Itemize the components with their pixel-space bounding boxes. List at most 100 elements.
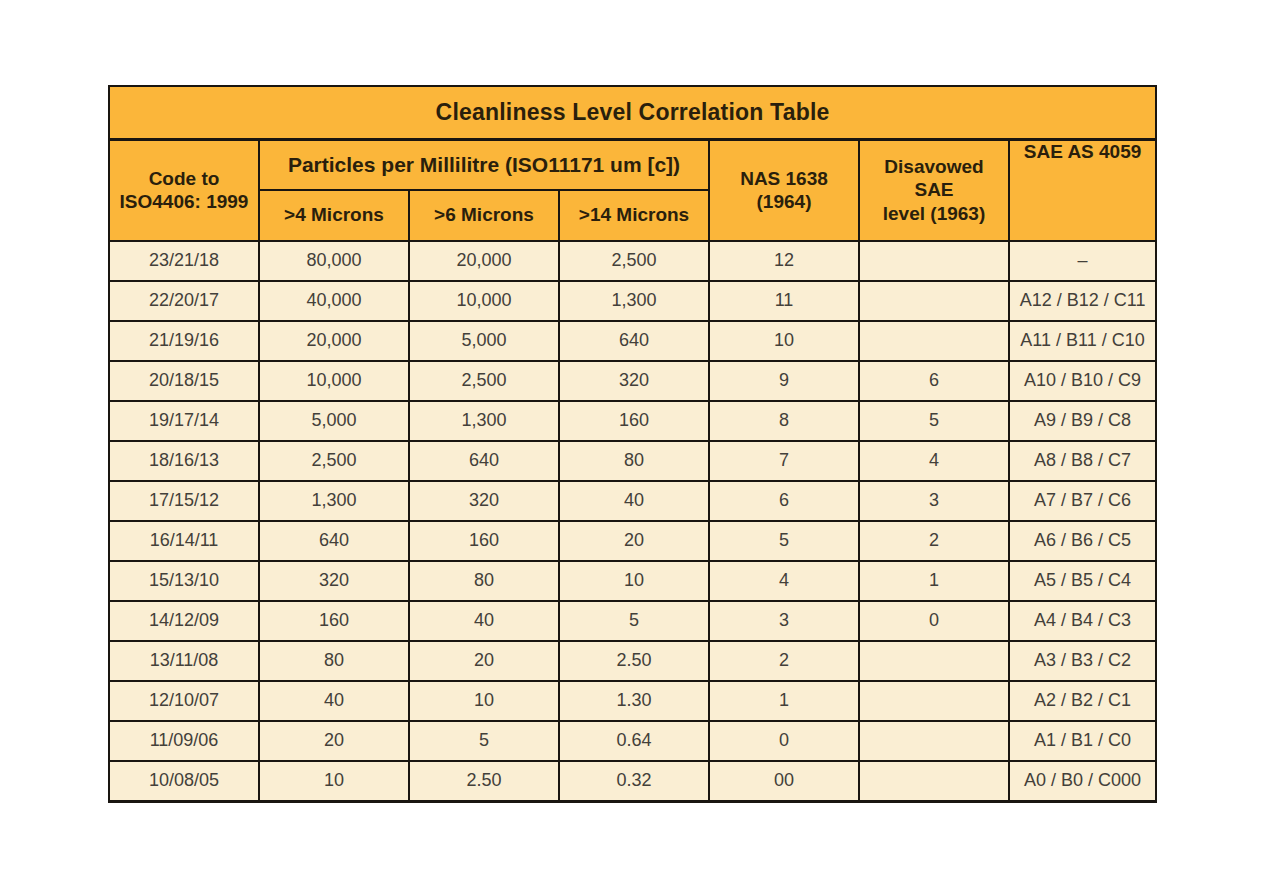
column-header-iso-code: Code to ISO4406: 1999 xyxy=(109,140,259,241)
table-cell: 14/12/09 xyxy=(109,601,259,641)
table-cell: 20 xyxy=(259,721,409,761)
table-cell: 640 xyxy=(559,321,709,361)
table-cell: 12/10/07 xyxy=(109,681,259,721)
column-header-6-microns: >6 Microns xyxy=(409,190,559,241)
table-cell: 20/18/15 xyxy=(109,361,259,401)
table-cell: 20,000 xyxy=(259,321,409,361)
table-cell: 10 xyxy=(709,321,859,361)
table-cell: A1 / B1 / C0 xyxy=(1009,721,1156,761)
table-row: 23/21/1880,00020,0002,50012– xyxy=(109,241,1156,281)
table-cell: 2.50 xyxy=(409,761,559,802)
table-cell: 20 xyxy=(559,521,709,561)
table-cell: 10,000 xyxy=(259,361,409,401)
table-cell xyxy=(859,721,1009,761)
table-cell: 0 xyxy=(859,601,1009,641)
table-cell: A2 / B2 / C1 xyxy=(1009,681,1156,721)
column-header-14-microns: >14 Microns xyxy=(559,190,709,241)
table-cell xyxy=(859,681,1009,721)
table-cell: 40 xyxy=(559,481,709,521)
table-cell: 160 xyxy=(259,601,409,641)
table-cell: A4 / B4 / C3 xyxy=(1009,601,1156,641)
table-cell: 3 xyxy=(709,601,859,641)
table-cell: 5,000 xyxy=(409,321,559,361)
table-row: 20/18/1510,0002,50032096A10 / B10 / C9 xyxy=(109,361,1156,401)
table-cell: 16/14/11 xyxy=(109,521,259,561)
table-cell: 18/16/13 xyxy=(109,441,259,481)
table-cell: 10 xyxy=(259,761,409,802)
table-cell: 2 xyxy=(709,641,859,681)
table-cell: 80 xyxy=(259,641,409,681)
table-header: Cleanliness Level Correlation Table Code… xyxy=(109,86,1156,241)
table-cell: 2.50 xyxy=(559,641,709,681)
table-cell: 7 xyxy=(709,441,859,481)
column-header-disavowed-sae-line2: level (1963) xyxy=(864,202,1004,226)
table-cell: 10/08/05 xyxy=(109,761,259,802)
table-row: 12/10/0740101.301A2 / B2 / C1 xyxy=(109,681,1156,721)
table-cell: 320 xyxy=(259,561,409,601)
table-cell: 21/19/16 xyxy=(109,321,259,361)
column-header-iso-code-line2: ISO4406: 1999 xyxy=(114,190,254,214)
table-cell: A12 / B12 / C11 xyxy=(1009,281,1156,321)
table-cell: 80 xyxy=(409,561,559,601)
table-cell: 40 xyxy=(409,601,559,641)
table-cell: A9 / B9 / C8 xyxy=(1009,401,1156,441)
table-container: Cleanliness Level Correlation Table Code… xyxy=(108,85,1155,781)
table-row: 14/12/0916040530A4 / B4 / C3 xyxy=(109,601,1156,641)
table-row: 21/19/1620,0005,00064010 A11 / B11 / C10 xyxy=(109,321,1156,361)
table-cell: 640 xyxy=(409,441,559,481)
table-cell: 80,000 xyxy=(259,241,409,281)
table-cell: 2 xyxy=(859,521,1009,561)
table-cell: 5 xyxy=(559,601,709,641)
table-cell: 8 xyxy=(709,401,859,441)
table-cell xyxy=(859,641,1009,681)
column-header-nas-1638: NAS 1638 (1964) xyxy=(709,140,859,241)
table-cell: 15/13/10 xyxy=(109,561,259,601)
table-cell: 2,500 xyxy=(259,441,409,481)
table-row: 15/13/10320801041A5 / B5 / C4 xyxy=(109,561,1156,601)
page-background: Cleanliness Level Correlation Table Code… xyxy=(0,0,1263,893)
table-cell: 160 xyxy=(409,521,559,561)
table-cell: A7 / B7 / C6 xyxy=(1009,481,1156,521)
table-cell xyxy=(859,761,1009,802)
column-header-iso-code-line1: Code to xyxy=(114,167,254,191)
table-cell: 3 xyxy=(859,481,1009,521)
table-cell: 10,000 xyxy=(409,281,559,321)
table-row: 19/17/145,0001,30016085A9 / B9 / C8 xyxy=(109,401,1156,441)
table-cell: 20,000 xyxy=(409,241,559,281)
table-cell: 40,000 xyxy=(259,281,409,321)
column-group-header-particles: Particles per Millilitre (ISO11171 um [c… xyxy=(259,140,709,190)
table-title-row: Cleanliness Level Correlation Table xyxy=(109,86,1156,140)
table-cell: 0.64 xyxy=(559,721,709,761)
cleanliness-correlation-table: Cleanliness Level Correlation Table Code… xyxy=(108,85,1157,803)
table-cell: 1.30 xyxy=(559,681,709,721)
table-cell: 6 xyxy=(709,481,859,521)
table-body: 23/21/1880,00020,0002,50012–22/20/1740,0… xyxy=(109,241,1156,802)
table-cell: 0 xyxy=(709,721,859,761)
table-title: Cleanliness Level Correlation Table xyxy=(109,86,1156,140)
table-cell: A6 / B6 / C5 xyxy=(1009,521,1156,561)
table-cell: 17/15/12 xyxy=(109,481,259,521)
table-cell: 00 xyxy=(709,761,859,802)
table-cell: 640 xyxy=(259,521,409,561)
table-cell: 80 xyxy=(559,441,709,481)
table-cell: A3 / B3 / C2 xyxy=(1009,641,1156,681)
table-cell: 10 xyxy=(559,561,709,601)
table-cell: A11 / B11 / C10 xyxy=(1009,321,1156,361)
table-cell: 22/20/17 xyxy=(109,281,259,321)
table-row: 13/11/0880202.502A3 / B3 / C2 xyxy=(109,641,1156,681)
table-cell: 5 xyxy=(709,521,859,561)
column-header-4-microns: >4 Microns xyxy=(259,190,409,241)
table-cell: 1 xyxy=(709,681,859,721)
table-cell: 2,500 xyxy=(559,241,709,281)
table-cell: A10 / B10 / C9 xyxy=(1009,361,1156,401)
table-cell: 19/17/14 xyxy=(109,401,259,441)
table-cell: 9 xyxy=(709,361,859,401)
table-cell: 1,300 xyxy=(409,401,559,441)
table-cell: 10 xyxy=(409,681,559,721)
table-cell: A0 / B0 / C000 xyxy=(1009,761,1156,802)
table-cell: – xyxy=(1009,241,1156,281)
column-header-sae-as-4059: SAE AS 4059 xyxy=(1009,140,1156,241)
table-cell: 0.32 xyxy=(559,761,709,802)
table-cell: 1,300 xyxy=(559,281,709,321)
table-row: 22/20/1740,00010,0001,30011A12 / B12 / C… xyxy=(109,281,1156,321)
